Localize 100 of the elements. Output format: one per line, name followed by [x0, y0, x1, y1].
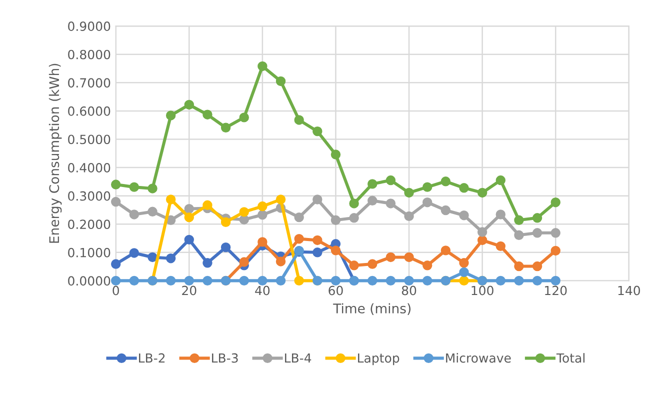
y-tick-label: 0.4000	[68, 163, 110, 172]
point	[422, 260, 432, 270]
point	[477, 188, 488, 198]
point	[477, 235, 488, 246]
point	[404, 276, 414, 286]
point	[129, 248, 140, 258]
y-tick-label: 0.6000	[68, 106, 110, 116]
point	[440, 176, 451, 186]
point	[422, 276, 432, 286]
point	[532, 276, 542, 286]
x-tick-label: 20	[182, 286, 196, 296]
y-tick-label: 0.3000	[68, 191, 110, 201]
point	[477, 227, 488, 237]
y-axis-title: Energy Consumption (kWh)	[48, 64, 62, 243]
point	[184, 234, 194, 245]
point	[276, 76, 286, 86]
point	[220, 122, 231, 132]
point	[532, 228, 542, 238]
point	[148, 184, 158, 194]
point	[276, 194, 286, 204]
x-tick-label: 80	[402, 286, 416, 296]
point	[330, 215, 341, 226]
point	[550, 197, 560, 208]
point	[532, 213, 542, 223]
point	[514, 230, 524, 240]
point	[330, 246, 341, 256]
point	[496, 241, 506, 252]
point	[110, 180, 121, 190]
legend-label: LB-2	[139, 353, 165, 363]
legend-label: LB-4	[285, 353, 312, 363]
point	[368, 179, 378, 189]
point	[166, 276, 176, 286]
point	[459, 276, 469, 286]
point	[514, 261, 524, 272]
y-tick-label: 0.2000	[68, 220, 110, 230]
point	[294, 234, 304, 244]
point	[404, 188, 414, 198]
point	[184, 276, 194, 286]
point	[532, 261, 542, 272]
x-axis-title: Time (mins)	[333, 303, 411, 315]
point	[239, 112, 249, 122]
point	[496, 210, 506, 220]
point	[220, 242, 231, 252]
point	[404, 252, 414, 262]
point	[110, 276, 121, 286]
point	[422, 197, 432, 208]
legend-label: Microwave	[446, 353, 511, 363]
point	[276, 276, 286, 286]
x-tick-label: 0	[112, 286, 119, 296]
point	[202, 276, 212, 286]
y-tick-label: 0.5000	[68, 134, 110, 144]
point	[514, 276, 524, 286]
point	[129, 182, 140, 192]
point	[258, 237, 268, 247]
point	[294, 115, 304, 125]
point	[368, 196, 378, 206]
point	[349, 260, 359, 270]
point	[496, 175, 506, 186]
point	[258, 61, 268, 72]
point	[166, 194, 176, 204]
point	[129, 210, 140, 220]
point	[550, 276, 560, 286]
legend-label: Laptop	[358, 353, 400, 366]
point	[349, 213, 359, 223]
point	[276, 256, 286, 266]
point	[258, 210, 268, 220]
point	[459, 183, 469, 193]
point	[239, 257, 249, 267]
point	[404, 211, 414, 222]
point	[239, 207, 249, 217]
point	[148, 252, 158, 262]
point	[294, 276, 304, 286]
point	[184, 204, 194, 214]
point	[239, 276, 249, 286]
point	[459, 210, 469, 220]
y-tick-label: 0.1000	[68, 248, 110, 258]
point	[312, 248, 322, 258]
point	[550, 246, 560, 256]
point	[202, 258, 212, 268]
point	[166, 110, 176, 120]
point	[148, 206, 158, 217]
point	[129, 276, 140, 286]
point	[496, 276, 506, 286]
point	[312, 235, 322, 246]
point	[386, 252, 396, 262]
point	[550, 228, 560, 238]
point	[202, 200, 212, 210]
legend-label: LB-3	[212, 353, 238, 363]
point	[330, 276, 341, 286]
x-tick-label: 140	[618, 286, 640, 296]
point	[386, 198, 396, 208]
point	[258, 201, 268, 212]
x-tick-label: 120	[545, 286, 567, 296]
x-tick-label: 60	[328, 286, 343, 296]
point	[368, 276, 378, 286]
point	[220, 217, 231, 227]
point	[184, 212, 194, 222]
y-tick-label: 0.9000	[68, 22, 110, 31]
point	[294, 212, 304, 222]
y-tick-label: 0.7000	[68, 78, 110, 88]
